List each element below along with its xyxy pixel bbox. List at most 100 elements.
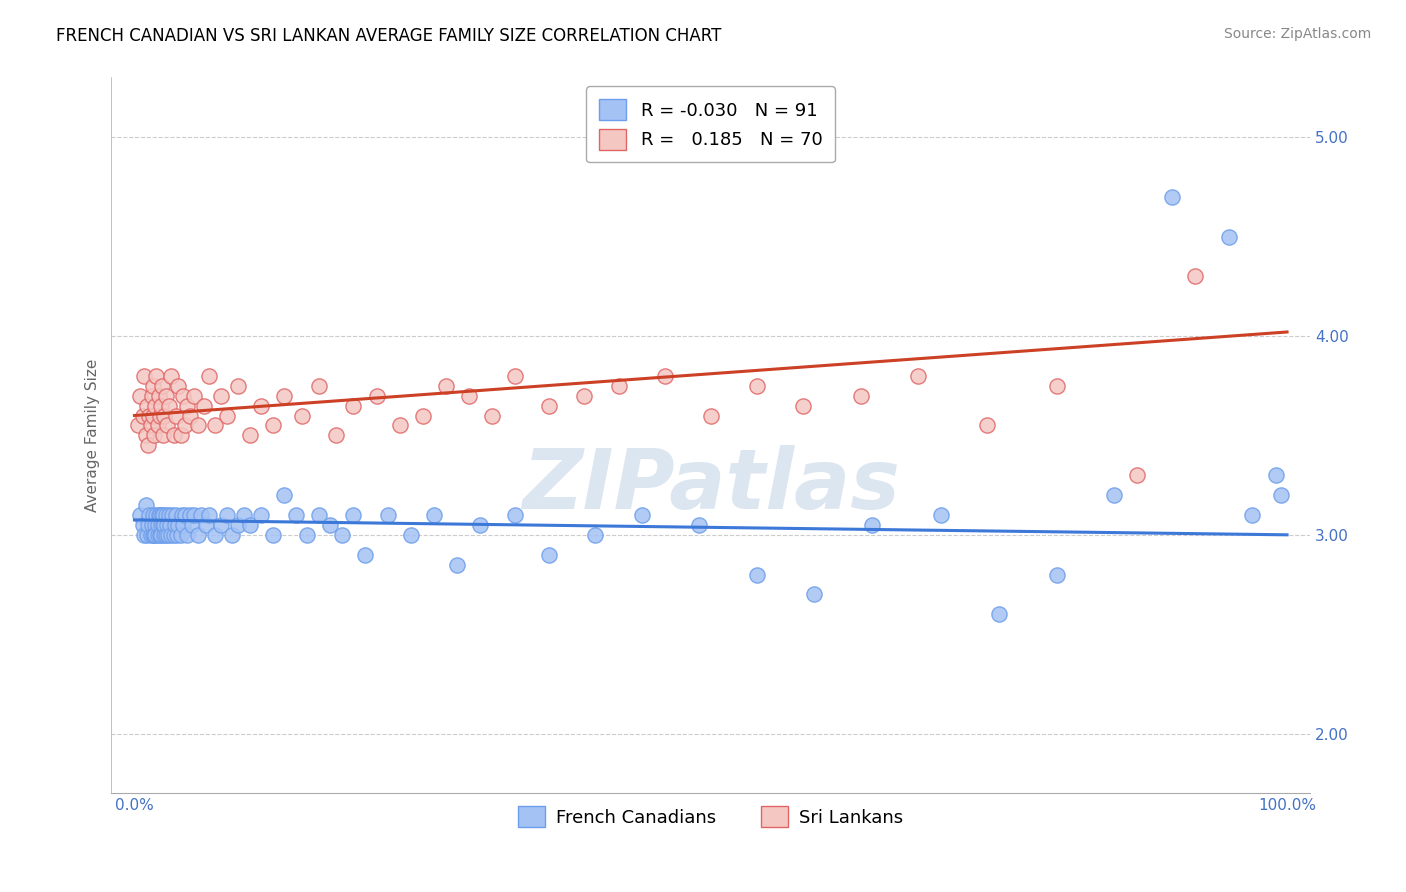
Point bbox=[325, 428, 347, 442]
Point bbox=[792, 399, 814, 413]
Point bbox=[366, 389, 388, 403]
Point bbox=[174, 508, 197, 522]
Point bbox=[190, 508, 212, 522]
Point bbox=[127, 418, 149, 433]
Point bbox=[688, 517, 710, 532]
Point bbox=[136, 399, 159, 413]
Point bbox=[149, 399, 172, 413]
Point bbox=[129, 508, 152, 522]
Point bbox=[976, 418, 998, 433]
Point bbox=[226, 378, 249, 392]
Text: FRENCH CANADIAN VS SRI LANKAN AVERAGE FAMILY SIZE CORRELATION CHART: FRENCH CANADIAN VS SRI LANKAN AVERAGE FA… bbox=[56, 27, 721, 45]
Point bbox=[176, 528, 198, 542]
Point bbox=[215, 508, 238, 522]
Point bbox=[1045, 378, 1067, 392]
Point bbox=[209, 517, 232, 532]
Point bbox=[146, 418, 169, 433]
Point bbox=[607, 378, 630, 392]
Point bbox=[139, 528, 162, 542]
Point bbox=[142, 528, 165, 542]
Point bbox=[929, 508, 952, 522]
Point bbox=[849, 389, 872, 403]
Point bbox=[155, 528, 177, 542]
Point bbox=[273, 488, 295, 502]
Point bbox=[221, 528, 243, 542]
Point bbox=[142, 378, 165, 392]
Point bbox=[166, 528, 188, 542]
Point bbox=[131, 409, 153, 423]
Point bbox=[157, 508, 180, 522]
Point bbox=[446, 558, 468, 572]
Point bbox=[152, 517, 174, 532]
Point bbox=[136, 528, 159, 542]
Point bbox=[157, 399, 180, 413]
Point bbox=[503, 368, 526, 383]
Point bbox=[142, 409, 165, 423]
Point bbox=[153, 517, 176, 532]
Point bbox=[183, 508, 205, 522]
Point bbox=[194, 517, 217, 532]
Point bbox=[187, 418, 209, 433]
Point bbox=[226, 517, 249, 532]
Point bbox=[1126, 468, 1149, 483]
Point bbox=[148, 389, 170, 403]
Point bbox=[170, 508, 193, 522]
Point bbox=[538, 548, 561, 562]
Point bbox=[143, 528, 166, 542]
Point bbox=[163, 517, 186, 532]
Point bbox=[803, 587, 825, 601]
Point bbox=[152, 428, 174, 442]
Point bbox=[172, 517, 194, 532]
Point bbox=[181, 517, 204, 532]
Point bbox=[745, 567, 768, 582]
Point bbox=[163, 528, 186, 542]
Text: ZIPatlas: ZIPatlas bbox=[522, 445, 900, 526]
Point bbox=[585, 528, 607, 542]
Point bbox=[193, 399, 215, 413]
Point bbox=[239, 517, 262, 532]
Point bbox=[198, 508, 221, 522]
Point bbox=[412, 409, 434, 423]
Point bbox=[172, 389, 194, 403]
Point bbox=[146, 517, 169, 532]
Point bbox=[155, 508, 177, 522]
Point bbox=[167, 378, 190, 392]
Point bbox=[131, 517, 153, 532]
Point bbox=[143, 399, 166, 413]
Point bbox=[160, 368, 183, 383]
Point bbox=[160, 528, 183, 542]
Point bbox=[167, 517, 190, 532]
Point bbox=[150, 378, 173, 392]
Point bbox=[204, 418, 226, 433]
Point bbox=[135, 428, 157, 442]
Point bbox=[284, 508, 307, 522]
Point bbox=[148, 508, 170, 522]
Point bbox=[342, 508, 364, 522]
Point bbox=[149, 508, 172, 522]
Point bbox=[156, 517, 179, 532]
Point bbox=[204, 528, 226, 542]
Point bbox=[250, 508, 273, 522]
Point bbox=[572, 389, 595, 403]
Point bbox=[308, 508, 330, 522]
Point bbox=[1184, 269, 1206, 284]
Point bbox=[239, 428, 262, 442]
Point bbox=[143, 428, 166, 442]
Point bbox=[1241, 508, 1264, 522]
Point bbox=[165, 508, 187, 522]
Point bbox=[163, 428, 186, 442]
Point bbox=[377, 508, 399, 522]
Point bbox=[169, 428, 191, 442]
Point bbox=[136, 438, 159, 452]
Point bbox=[143, 517, 166, 532]
Point bbox=[319, 517, 342, 532]
Point bbox=[150, 508, 173, 522]
Text: Source: ZipAtlas.com: Source: ZipAtlas.com bbox=[1223, 27, 1371, 41]
Point bbox=[153, 409, 176, 423]
Legend: French Canadians, Sri Lankans: French Canadians, Sri Lankans bbox=[510, 799, 911, 834]
Point bbox=[399, 528, 422, 542]
Point bbox=[470, 517, 492, 532]
Point bbox=[290, 409, 312, 423]
Point bbox=[297, 528, 319, 542]
Point bbox=[481, 409, 503, 423]
